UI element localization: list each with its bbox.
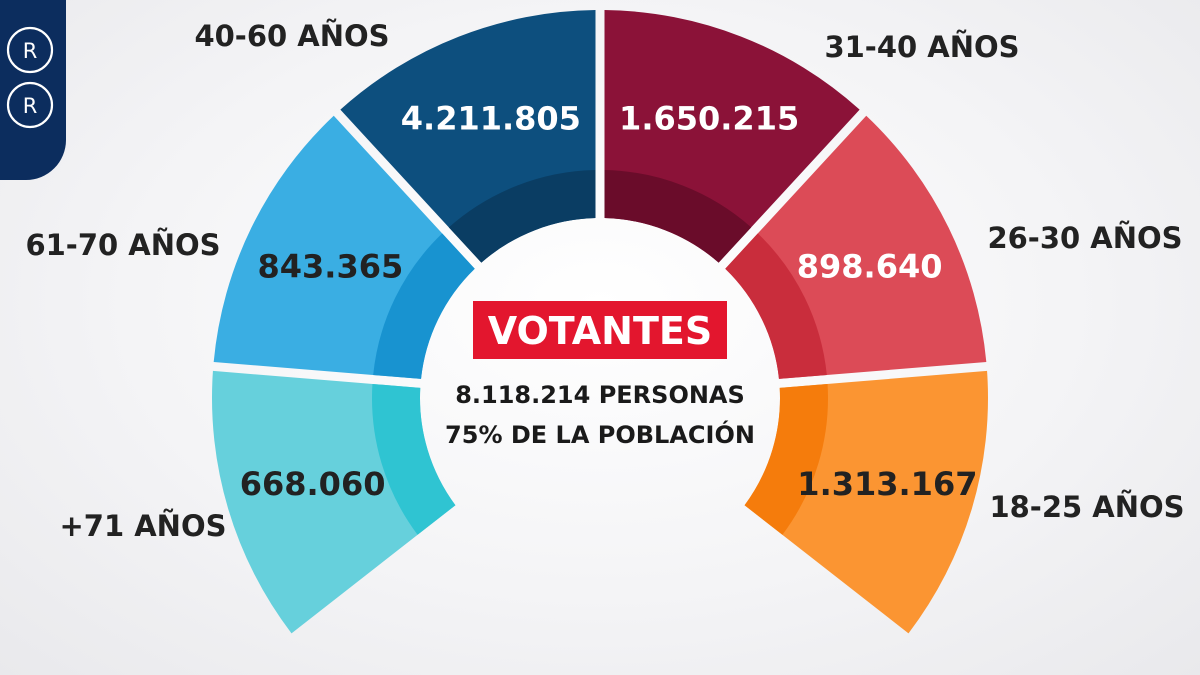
segment-value: 1.650.215	[619, 100, 799, 138]
center-total-persons: 8.118.214 PERSONAS	[455, 381, 745, 409]
logo-badge	[0, 0, 66, 180]
segment-1: 668.060 +71 AÑOS	[59, 370, 456, 634]
segment-value: 4.211.805	[401, 100, 581, 138]
segment-label: 26-30 AÑOS	[987, 221, 1182, 255]
center-title-badge	[473, 301, 727, 359]
segment-label: 61-70 AÑOS	[25, 228, 220, 262]
segment-6: 1.313.167 18-25 AÑOS	[744, 370, 1185, 634]
segment-value: 898.640	[797, 247, 943, 285]
logo-letter-top: R	[23, 39, 38, 63]
segment-inner-band	[372, 383, 456, 535]
segment-value: 668.060	[240, 465, 386, 503]
logo: R R	[0, 0, 66, 180]
segment-5: 898.640 26-30 AÑOS	[725, 115, 1183, 379]
segment-inner-band	[373, 233, 475, 379]
logo-ring-top	[6, 26, 54, 74]
segment-4: 1.650.215 31-40 AÑOS	[604, 10, 1020, 263]
segment-inner-band	[744, 383, 828, 535]
chart-center: VOTANTES 8.118.214 PERSONAS 75% DE LA PO…	[445, 301, 755, 449]
segment-value: 1.313.167	[797, 465, 977, 503]
segment-2: 843.365 61-70 AÑOS	[25, 115, 475, 379]
segment-inner-band	[725, 233, 827, 379]
logo-ring-bottom	[6, 81, 54, 129]
center-title: VOTANTES	[488, 309, 712, 353]
center-population-share: 75% DE LA POBLACIÓN	[445, 419, 755, 449]
segment-label: 40-60 AÑOS	[194, 19, 389, 53]
logo-letter-bottom: R	[23, 94, 38, 118]
segment-inner-band	[604, 170, 752, 263]
segment-label: +71 AÑOS	[59, 509, 226, 543]
segment-label: 31-40 AÑOS	[824, 30, 1019, 64]
segment-label: 18-25 AÑOS	[989, 490, 1184, 524]
segment-3: 4.211.805 40-60 AÑOS	[194, 10, 596, 263]
segment-value: 843.365	[257, 247, 403, 285]
segment-inner-band	[448, 170, 596, 263]
